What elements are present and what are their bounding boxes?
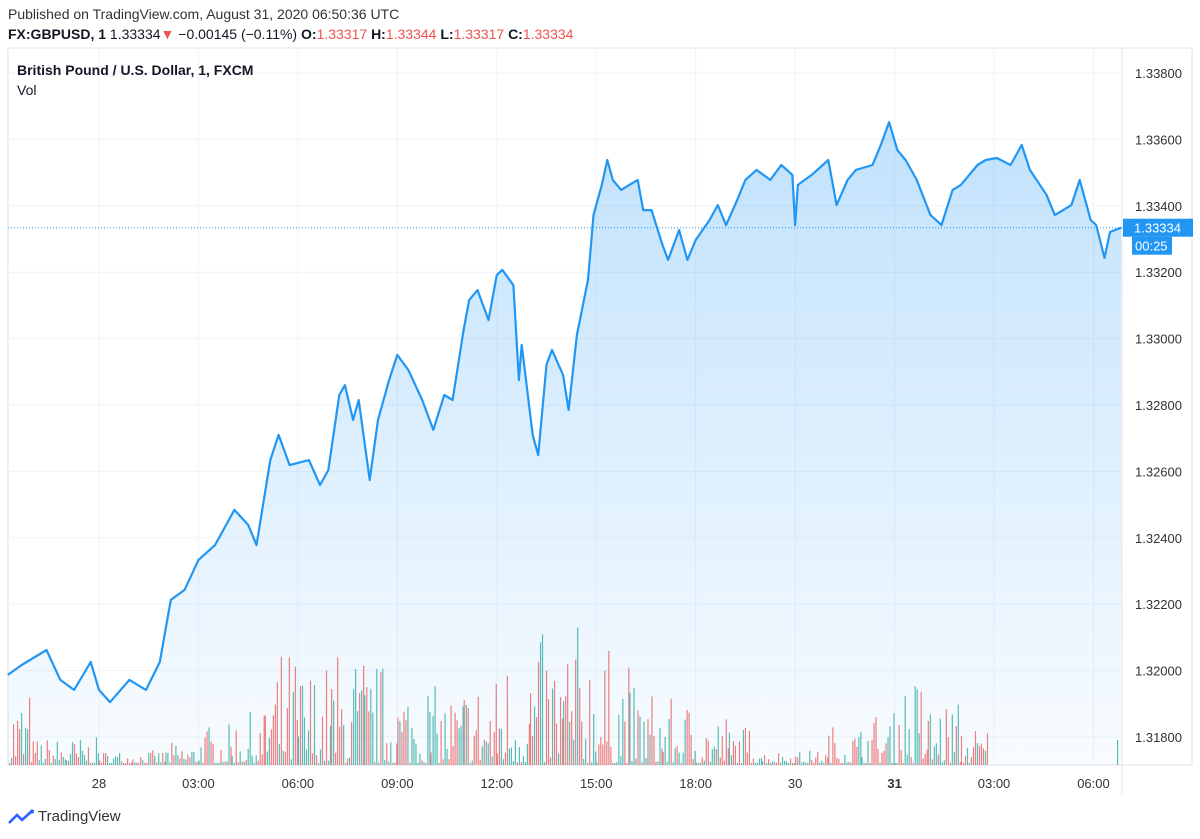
x-tick-label: 06:00 — [1077, 776, 1110, 791]
x-tick-label: 18:00 — [679, 776, 712, 791]
y-tick-label: 1.32600 — [1135, 464, 1182, 479]
price-change: −0.00145 (−0.11%) — [178, 26, 298, 42]
y-tick-label: 1.32800 — [1135, 398, 1182, 413]
y-tick-label: 1.31800 — [1135, 730, 1182, 745]
close-value: 1.33334 — [522, 26, 574, 42]
brand-name: TradingView — [38, 808, 121, 825]
y-tick-label: 1.32400 — [1135, 531, 1182, 546]
chart-legend: British Pound / U.S. Dollar, 1, FXCM Vol — [17, 60, 253, 100]
x-tick-label: 28 — [92, 776, 106, 791]
tradingview-logo-icon — [8, 809, 34, 824]
low-value: 1.33317 — [453, 26, 505, 42]
brand-logo[interactable]: TradingView — [8, 808, 121, 825]
y-tick-label: 1.33400 — [1135, 199, 1182, 214]
volume-label: Vol — [17, 82, 37, 98]
y-tick-label: 1.32200 — [1135, 597, 1182, 612]
x-tick-label: 30 — [788, 776, 802, 791]
price-line — [7, 121, 1122, 704]
current-price-label: 1.33334 — [1134, 221, 1181, 236]
series-title: British Pound / U.S. Dollar, 1, FXCM — [17, 62, 254, 78]
price-area-fill — [7, 122, 1122, 766]
symbol-info-bar: FX:GBPUSD, 1 1.33334▼ −0.00145 (−0.11%) … — [8, 26, 573, 42]
x-tick-label: 03:00 — [182, 776, 215, 791]
countdown-badge — [1132, 236, 1172, 255]
high-value: 1.33344 — [385, 26, 437, 42]
close-label: C: — [508, 26, 523, 42]
y-tick-label: 1.33000 — [1135, 332, 1182, 347]
x-tick-label: 09:00 — [381, 776, 414, 791]
x-tick-label: 31 — [887, 776, 901, 791]
countdown-label: 00:25 — [1135, 239, 1168, 254]
y-tick-label: 1.33800 — [1135, 66, 1182, 81]
x-tick-label: 03:00 — [978, 776, 1011, 791]
open-value: 1.33317 — [316, 26, 368, 42]
x-tick-label: 12:00 — [481, 776, 514, 791]
open-label: O: — [301, 26, 317, 42]
low-label: L: — [440, 26, 454, 42]
y-tick-label: 1.33600 — [1135, 132, 1182, 147]
y-tick-label: 1.33200 — [1135, 265, 1182, 280]
current-price-badge — [1123, 218, 1193, 237]
x-tick-label: 15:00 — [580, 776, 613, 791]
y-tick-label: 1.32000 — [1135, 664, 1182, 679]
triangle-down-icon: ▼ — [160, 26, 175, 42]
x-tick-label: 06:00 — [282, 776, 315, 791]
symbol: FX:GBPUSD, 1 — [8, 26, 107, 42]
published-note: Published on TradingView.com, August 31,… — [8, 6, 400, 22]
last-price: 1.33334 — [109, 26, 161, 42]
high-label: H: — [371, 26, 386, 42]
